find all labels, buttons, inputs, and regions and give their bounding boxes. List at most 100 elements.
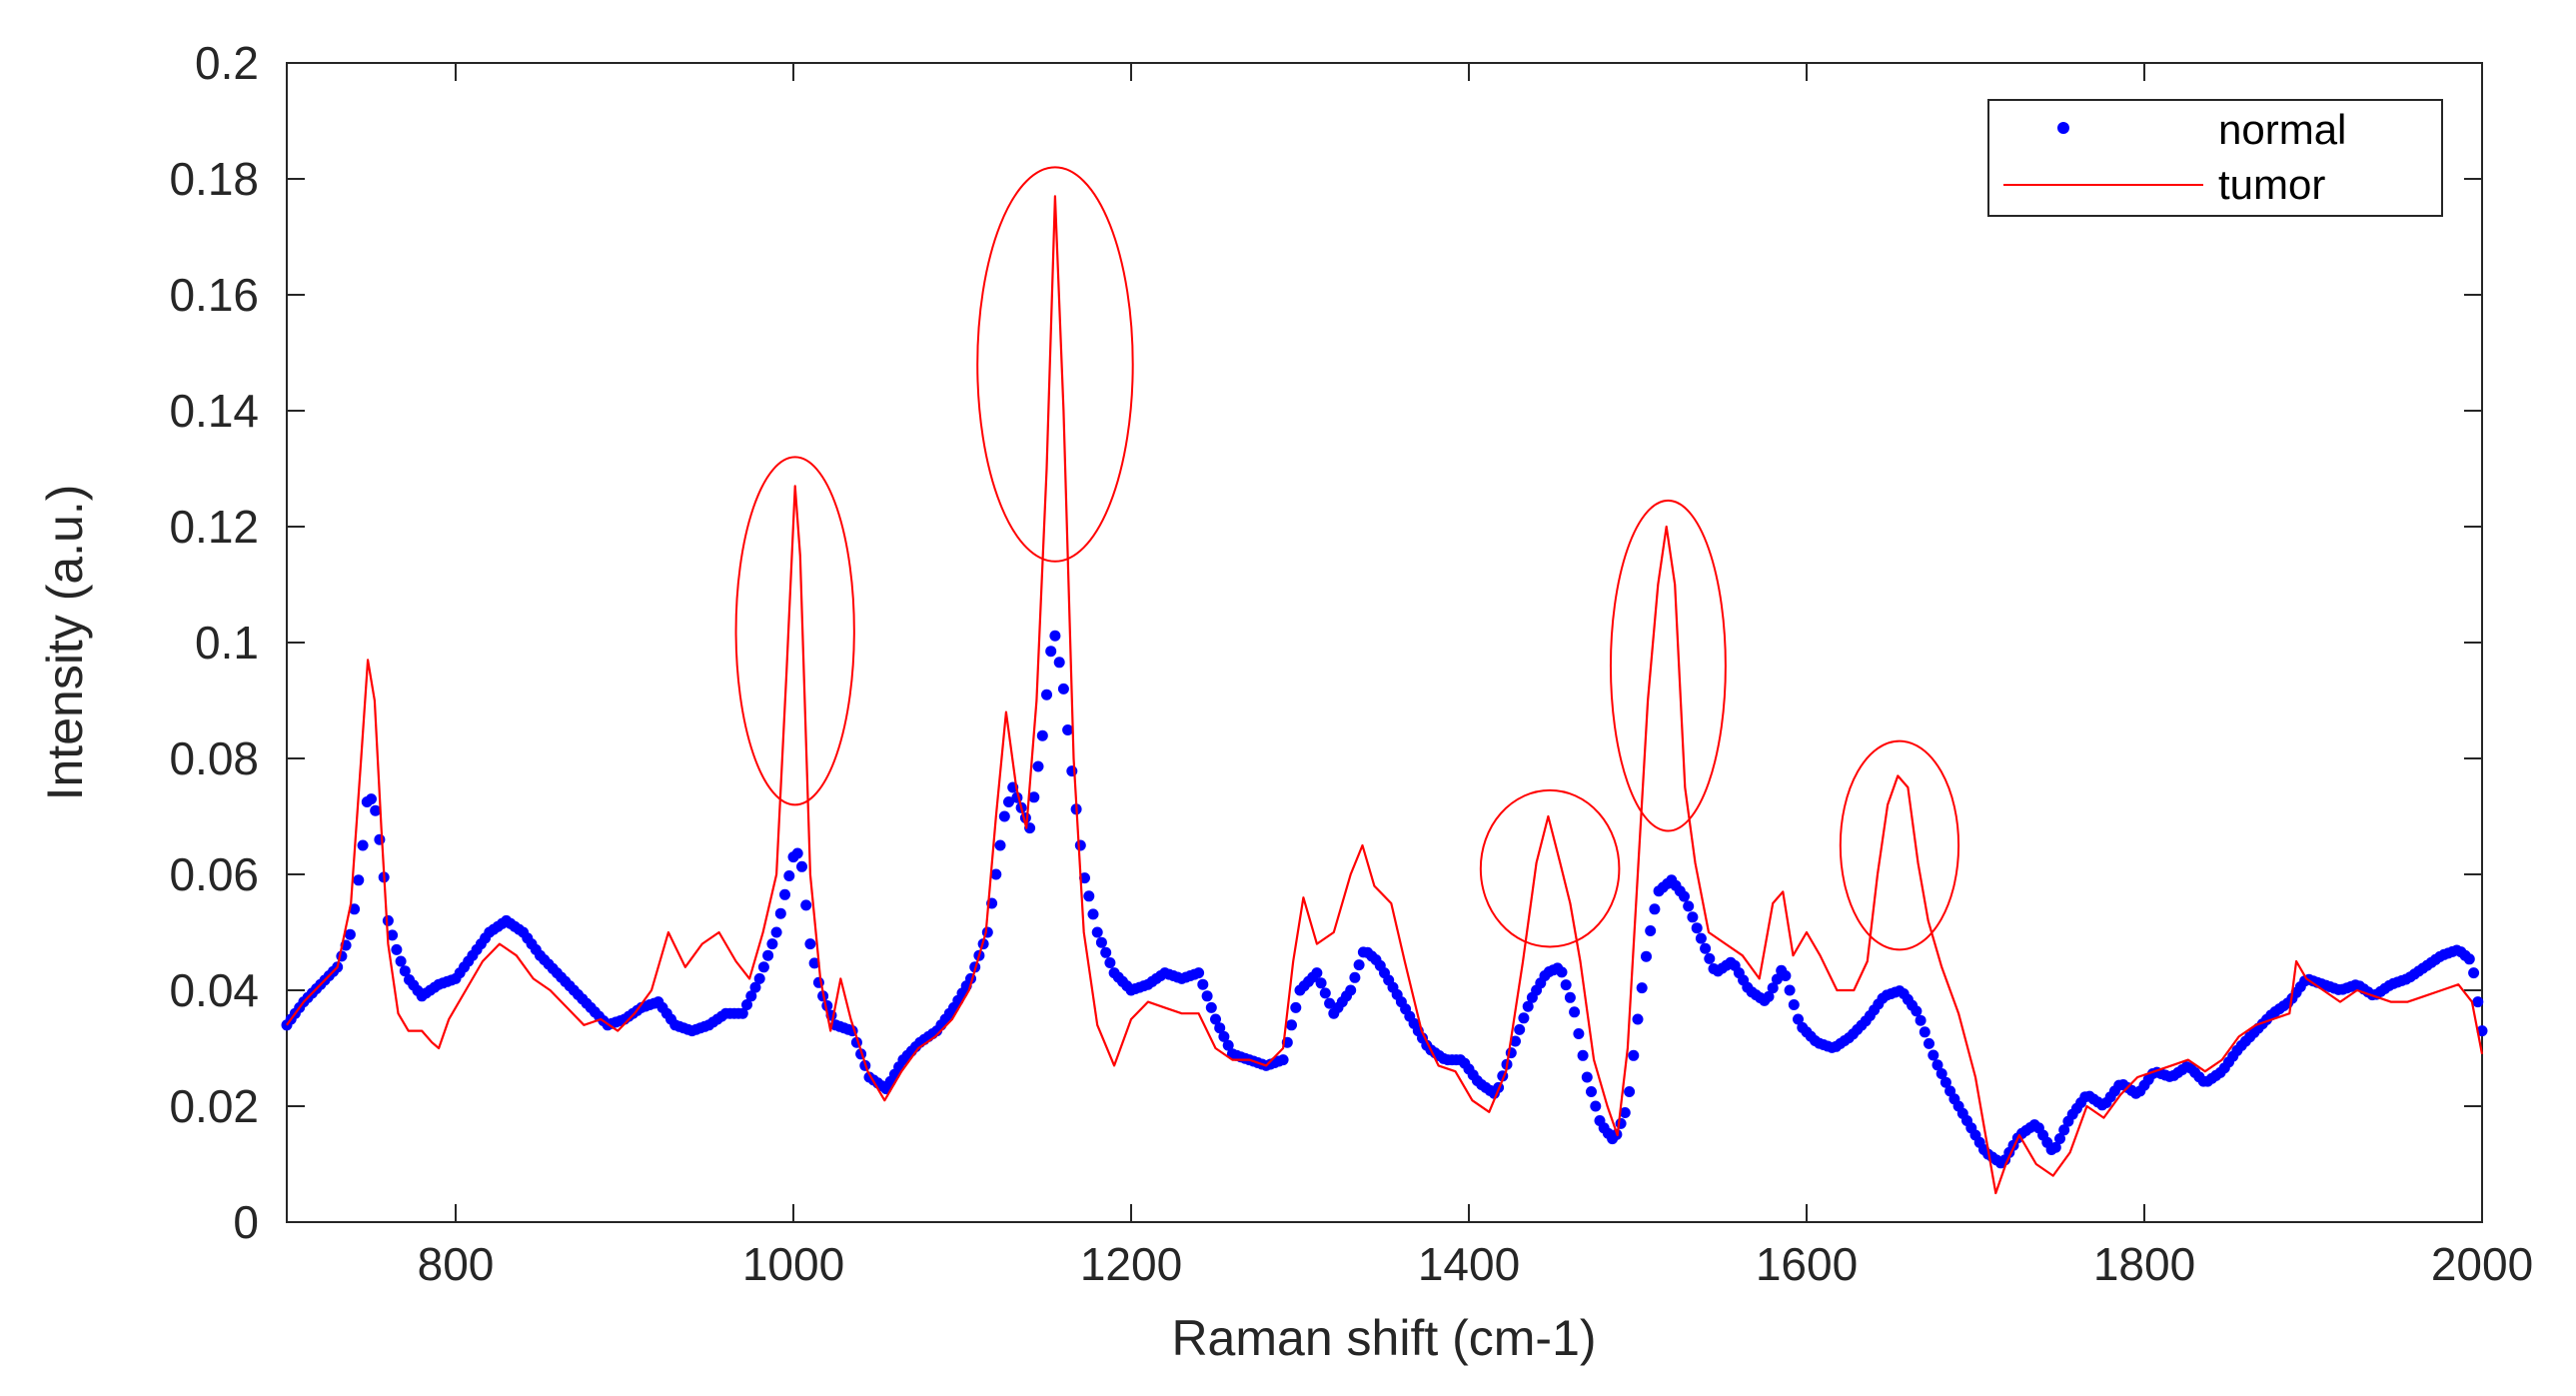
data-point-normal	[1556, 966, 1568, 978]
data-point-normal	[1041, 689, 1052, 700]
data-point-normal	[1560, 979, 1572, 991]
data-point-normal	[1510, 1035, 1521, 1047]
data-point-normal	[998, 810, 1010, 822]
data-point-normal	[762, 949, 774, 961]
data-point-normal	[774, 907, 786, 919]
x-tick-label: 2000	[2431, 1238, 2533, 1290]
data-point-normal	[800, 899, 812, 911]
data-point-normal	[1514, 1023, 1526, 1035]
data-point-normal	[1700, 942, 1712, 954]
legend: normal tumor	[1987, 99, 2443, 217]
legend-label-tumor: tumor	[2218, 161, 2325, 208]
data-point-normal	[1214, 1022, 1226, 1034]
data-point-normal	[2468, 967, 2480, 979]
data-point-normal	[1518, 1012, 1530, 1024]
data-point-normal	[1590, 1100, 1602, 1112]
x-axis-label: Raman shift (cm-1)	[1171, 1310, 1596, 1366]
data-point-normal	[382, 914, 394, 926]
data-point-normal	[2058, 1124, 2070, 1136]
data-point-normal	[757, 961, 769, 973]
data-point-normal	[1091, 926, 1103, 938]
data-point-normal	[1911, 1005, 1923, 1017]
data-point-normal	[1218, 1030, 1230, 1042]
data-point-normal	[1919, 1026, 1931, 1038]
data-point-normal	[1315, 977, 1327, 989]
data-point-normal	[1197, 978, 1209, 990]
data-point-normal	[1793, 1013, 1804, 1025]
peak-highlight-ellipse	[734, 456, 855, 806]
data-point-normal	[994, 839, 1006, 851]
data-point-normal	[753, 972, 765, 984]
data-point-normal	[391, 943, 403, 955]
data-point-normal	[1193, 967, 1205, 979]
data-point-normal	[1353, 959, 1365, 971]
data-point-normal	[1615, 1117, 1627, 1129]
data-point-normal	[1345, 984, 1357, 996]
data-point-normal	[1569, 1006, 1581, 1018]
data-point-normal	[366, 793, 377, 805]
data-point-normal	[1222, 1039, 1234, 1051]
data-point-normal	[1003, 796, 1014, 807]
data-point-normal	[1624, 1086, 1636, 1097]
data-point-normal	[399, 965, 411, 977]
data-point-normal	[1581, 1071, 1593, 1083]
legend-label-normal: normal	[2218, 106, 2346, 153]
data-point-normal	[1277, 1054, 1289, 1066]
x-tick-label: 1200	[1080, 1238, 1182, 1290]
data-point-normal	[1083, 890, 1095, 902]
x-tick-label: 1000	[742, 1238, 844, 1290]
data-point-normal	[1695, 932, 1707, 944]
data-point-normal	[2054, 1133, 2065, 1144]
peak-highlight-ellipse	[1479, 788, 1621, 948]
peak-highlight-ellipse	[1839, 739, 1960, 951]
x-tick-label: 1600	[1756, 1238, 1858, 1290]
data-point-normal	[1763, 990, 1775, 1002]
data-point-normal	[344, 928, 356, 940]
legend-marker-normal	[2057, 122, 2069, 134]
y-tick-label: 0.18	[169, 153, 259, 205]
data-point-normal	[1924, 1037, 1934, 1049]
data-point-normal	[1066, 765, 1078, 777]
data-point-normal	[1062, 724, 1074, 735]
data-point-normal	[1573, 1028, 1585, 1039]
data-point-normal	[1780, 970, 1792, 981]
y-tick-label: 0.08	[169, 732, 259, 784]
data-point-normal	[796, 860, 807, 872]
x-tick-label: 1400	[1418, 1238, 1520, 1290]
data-point-normal	[791, 847, 803, 859]
data-point-normal	[357, 839, 369, 851]
data-point-normal	[1788, 999, 1800, 1010]
data-point-normal	[1324, 997, 1336, 1009]
data-point-normal	[2472, 996, 2484, 1008]
y-axis-ticks: 0 0.02 0.04 0.06 0.08 0.1 0.12 0.14 0.16 0.18 0.2	[169, 37, 2482, 1248]
y-tick-label: 0.1	[195, 617, 259, 669]
data-point-normal	[1679, 890, 1690, 902]
annotation-layer	[734, 166, 1960, 951]
data-point-normal	[353, 874, 365, 886]
data-point-normal	[1205, 1001, 1217, 1013]
y-tick-label: 0.04	[169, 964, 259, 1016]
y-axis-label: Intensity (a.u.)	[37, 485, 93, 801]
data-point-normal	[1636, 982, 1648, 994]
data-point-normal	[770, 926, 782, 938]
data-point-normal	[990, 868, 1002, 880]
data-point-normal	[1311, 967, 1323, 979]
data-point-normal	[749, 981, 761, 993]
data-point-normal	[1053, 657, 1065, 669]
data-point-normal	[349, 903, 361, 915]
series-layer	[281, 195, 2488, 1195]
data-point-normal	[387, 929, 399, 941]
peak-highlight-ellipse	[1609, 499, 1727, 832]
data-point-normal	[783, 870, 795, 881]
data-point-normal	[1564, 991, 1576, 1003]
data-point-normal	[1201, 990, 1213, 1002]
data-point-normal	[1771, 973, 1783, 985]
data-point-normal	[1100, 946, 1112, 958]
data-point-normal	[2476, 1025, 2488, 1037]
data-point-normal	[1935, 1068, 1947, 1079]
data-point-normal	[1210, 1013, 1221, 1025]
y-tick-label: 0.06	[169, 848, 259, 900]
data-point-normal	[1049, 630, 1061, 642]
y-tick-label: 0.02	[169, 1080, 259, 1132]
